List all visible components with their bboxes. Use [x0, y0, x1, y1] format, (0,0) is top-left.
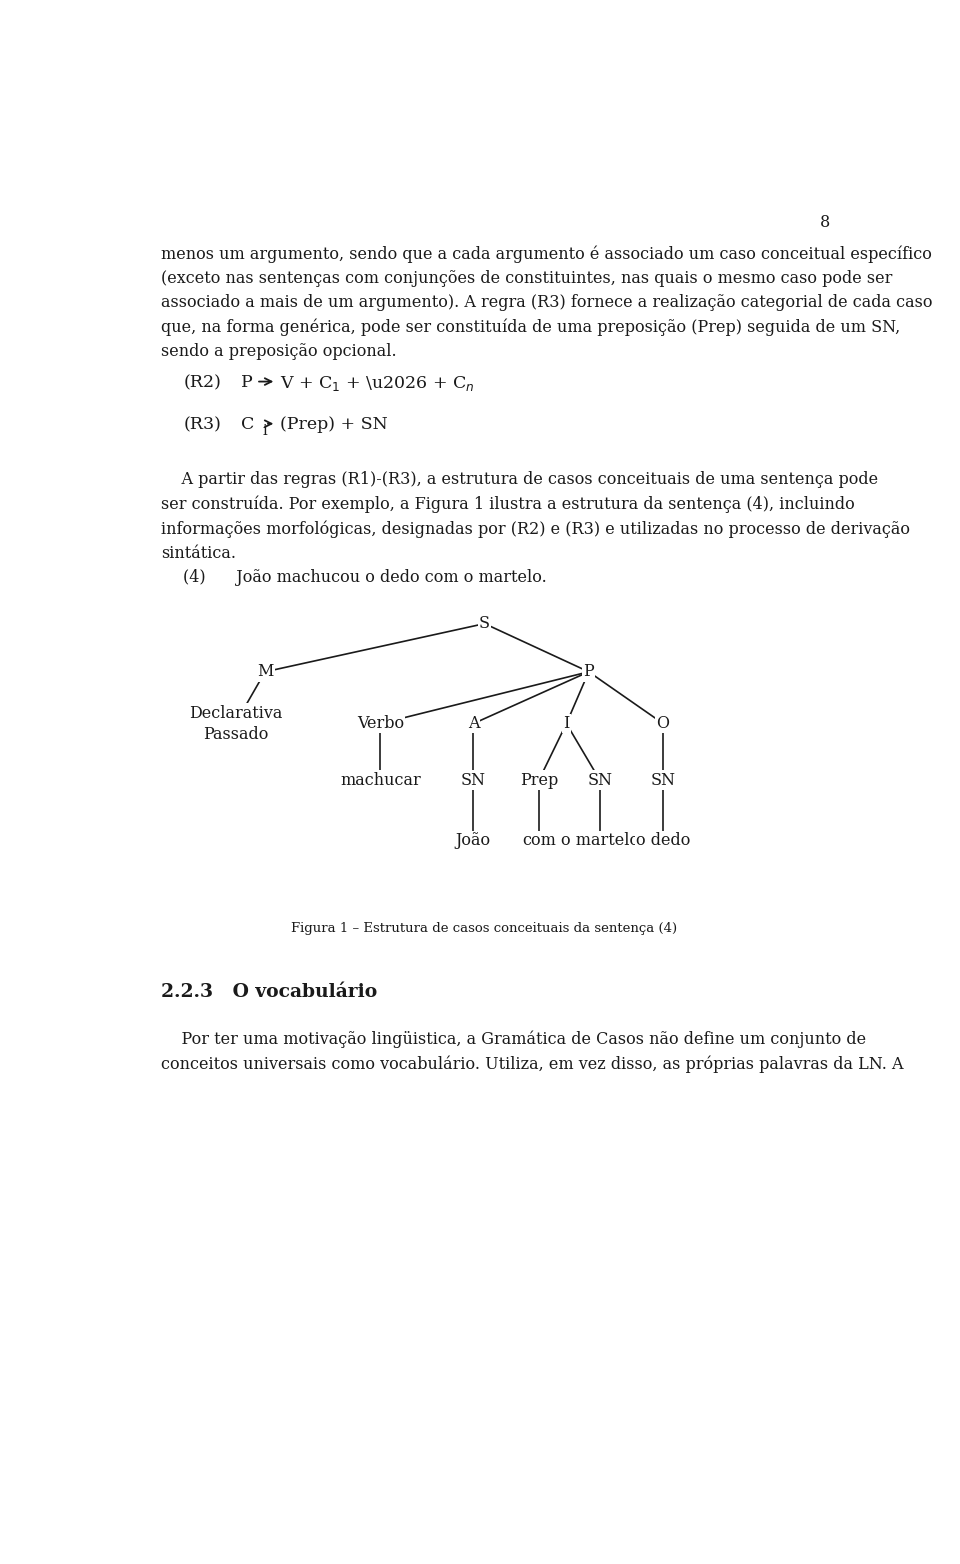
Text: P: P [241, 374, 253, 391]
Text: O: O [657, 715, 670, 732]
Text: (R3): (R3) [183, 416, 221, 433]
Text: Prep: Prep [519, 771, 558, 788]
Text: 2.2.3   O vocabulário: 2.2.3 O vocabulário [161, 982, 377, 1001]
Text: A: A [468, 715, 479, 732]
Text: V + C$_1$ + \u2026 + C$_n$: V + C$_1$ + \u2026 + C$_n$ [280, 374, 475, 393]
Text: A partir das regras (R1)-(R3), a estrutura de casos conceituais de uma sentença : A partir das regras (R1)-(R3), a estrutu… [161, 471, 910, 561]
Text: Figura 1 – Estrutura de casos conceituais da sentença (4): Figura 1 – Estrutura de casos conceituai… [292, 923, 678, 935]
Text: SN: SN [651, 771, 676, 788]
Text: 8: 8 [820, 214, 830, 231]
Text: i: i [263, 424, 268, 438]
Text: I: I [564, 715, 569, 732]
Text: o dedo: o dedo [636, 832, 690, 849]
Text: Por ter uma motivação lingüistica, a Gramática de Casos não define um conjunto d: Por ter uma motivação lingüistica, a Gra… [161, 1031, 903, 1073]
Text: S: S [479, 615, 490, 632]
Text: (R2): (R2) [183, 374, 221, 391]
Text: (Prep) + SN: (Prep) + SN [280, 416, 388, 433]
Text: M: M [257, 663, 274, 680]
Text: SN: SN [588, 771, 612, 788]
Text: menos um argumento, sendo que a cada argumento é associado um caso conceitual es: menos um argumento, sendo que a cada arg… [161, 246, 932, 360]
Text: SN: SN [461, 771, 486, 788]
Text: João: João [456, 832, 491, 849]
Text: Declarativa
Passado: Declarativa Passado [188, 705, 282, 743]
Text: C: C [241, 416, 254, 433]
Text: P: P [584, 663, 594, 680]
Text: (4)      João machucou o dedo com o martelo.: (4) João machucou o dedo com o martelo. [183, 569, 547, 586]
Text: machucar: machucar [340, 771, 420, 788]
Text: o martelo: o martelo [561, 832, 639, 849]
Text: com: com [522, 832, 556, 849]
Text: Verbo: Verbo [357, 715, 404, 732]
